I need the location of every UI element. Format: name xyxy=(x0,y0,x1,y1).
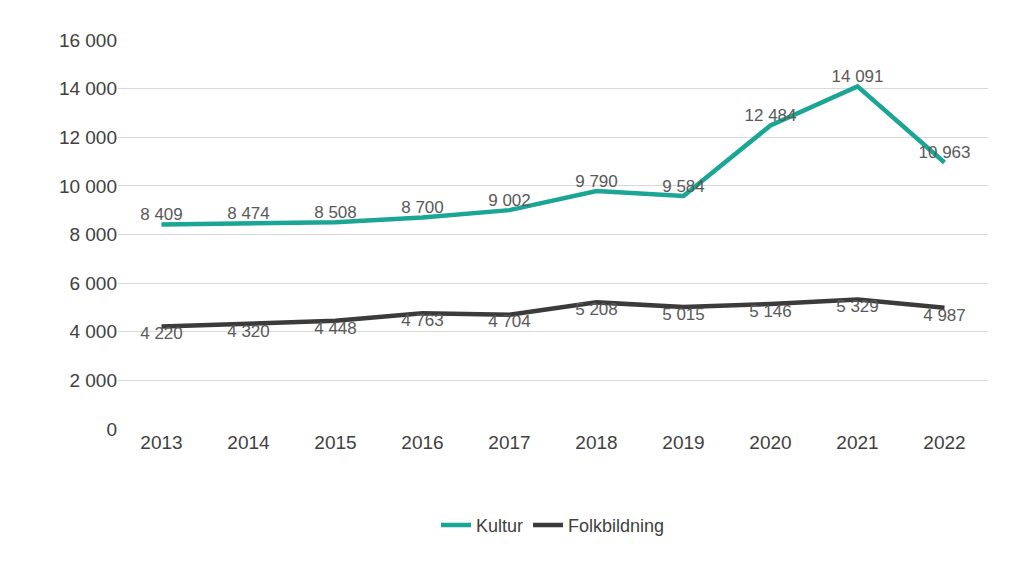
svg-text:2017: 2017 xyxy=(488,432,530,453)
svg-text:9 584: 9 584 xyxy=(662,177,705,196)
svg-text:14 091: 14 091 xyxy=(832,67,884,86)
svg-text:5 146: 5 146 xyxy=(749,302,792,321)
svg-text:4 000: 4 000 xyxy=(69,321,117,342)
svg-text:4 220: 4 220 xyxy=(140,324,183,343)
svg-text:2016: 2016 xyxy=(401,432,443,453)
svg-text:2021: 2021 xyxy=(836,432,878,453)
svg-text:4 320: 4 320 xyxy=(227,322,270,341)
svg-text:10 963: 10 963 xyxy=(919,143,971,162)
svg-text:8 409: 8 409 xyxy=(140,205,183,224)
svg-text:2019: 2019 xyxy=(662,432,704,453)
svg-text:4 987: 4 987 xyxy=(923,306,966,325)
svg-text:2022: 2022 xyxy=(923,432,965,453)
svg-text:16 000: 16 000 xyxy=(59,30,117,51)
svg-text:8 700: 8 700 xyxy=(401,198,444,217)
svg-text:5 015: 5 015 xyxy=(662,305,705,324)
svg-text:9 002: 9 002 xyxy=(488,191,531,210)
svg-text:5 208: 5 208 xyxy=(575,300,618,319)
svg-text:6 000: 6 000 xyxy=(69,273,117,294)
svg-text:Folkbildning: Folkbildning xyxy=(568,516,664,536)
svg-text:4 704: 4 704 xyxy=(488,312,531,331)
svg-text:14 000: 14 000 xyxy=(59,78,117,99)
svg-text:4 448: 4 448 xyxy=(314,319,357,338)
svg-text:8 000: 8 000 xyxy=(69,224,117,245)
svg-text:2 000: 2 000 xyxy=(69,370,117,391)
svg-text:2014: 2014 xyxy=(227,432,270,453)
svg-text:4 763: 4 763 xyxy=(401,311,444,330)
svg-text:Kultur: Kultur xyxy=(476,516,523,536)
svg-text:2013: 2013 xyxy=(140,432,182,453)
svg-text:2018: 2018 xyxy=(575,432,617,453)
svg-text:5 329: 5 329 xyxy=(836,297,879,316)
svg-text:8 508: 8 508 xyxy=(314,203,357,222)
svg-text:9 790: 9 790 xyxy=(575,172,618,191)
svg-text:8 474: 8 474 xyxy=(227,204,270,223)
svg-text:10 000: 10 000 xyxy=(59,176,117,197)
svg-text:12 484: 12 484 xyxy=(745,106,797,125)
svg-text:12 000: 12 000 xyxy=(59,127,117,148)
svg-text:2020: 2020 xyxy=(749,432,791,453)
svg-text:2015: 2015 xyxy=(314,432,356,453)
svg-text:0: 0 xyxy=(106,419,117,440)
